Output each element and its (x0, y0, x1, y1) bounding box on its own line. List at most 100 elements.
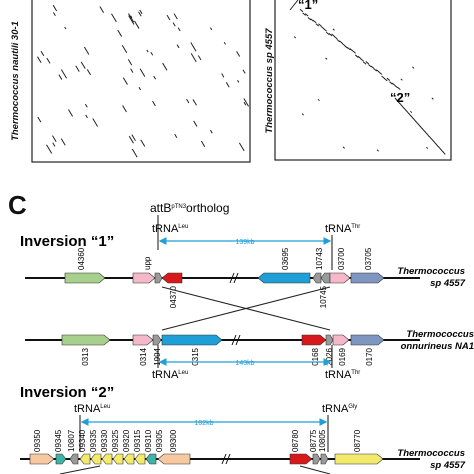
dotplot-left-segment (128, 135, 134, 144)
dotplot-left-segment (37, 116, 42, 123)
dotplot-right-diagonal-segment (399, 102, 403, 107)
gene-label-08780: 08780 (291, 429, 300, 452)
dotplot-left-segment (237, 79, 240, 83)
dotplot-right-dot (412, 66, 415, 69)
dotplot-right-diagonal-segment (373, 68, 378, 72)
dotplot-left-segment (186, 98, 190, 104)
gene-arrow-small-09320 (123, 453, 135, 465)
gene-arrow-10743 (312, 272, 322, 284)
dotplot-right-dots (289, 0, 446, 155)
dotplot-right-diagonal-segment (357, 55, 362, 60)
dotplot-left-segment (140, 139, 146, 147)
dotplot-left-segment (128, 13, 135, 23)
gene-label-09315: 09315 (133, 429, 142, 452)
inv1-top-genes: 04360 upp 04370 03695 10743 10745 03700 03705 (64, 247, 385, 308)
gene-arrow-10807 (69, 453, 79, 465)
dotplot-left-segment (46, 57, 51, 64)
gene-arrow-08770 (334, 453, 384, 465)
dotplot-left-segment (122, 105, 127, 113)
genome-break-mark (221, 453, 231, 465)
dotplot-left-segment (134, 20, 140, 29)
dotplot-left-segment (162, 62, 168, 71)
dotplot-left-segment (139, 9, 143, 15)
dotplot-left-segment (52, 4, 58, 12)
dotplot-left-segment (83, 46, 90, 55)
trna-marker (154, 272, 163, 284)
dotplot-left-svg (31, 0, 251, 163)
gene-label-2026: 2026 (325, 347, 334, 365)
inv1-span-bottom-label: 143kb (235, 360, 254, 367)
gene-label-09310: 09310 (144, 429, 153, 452)
dotplot-left-frame (31, 0, 251, 163)
dotplot-right-diagonal-segment (403, 107, 407, 112)
dotplot-left-segment (117, 29, 123, 37)
dotplot-right-diagonal-segment (386, 77, 391, 81)
gene-arrow-0313 (61, 334, 111, 346)
dotplot-right-diagonal-segment (352, 50, 356, 54)
dotplot-left-segment (99, 6, 104, 13)
gene-arrow-1994 (152, 334, 162, 346)
dotplot-left-segment (128, 15, 135, 25)
dotplot-right-diagonal-segment (370, 65, 375, 69)
gene-arrow-10745 (320, 272, 331, 284)
gene-label-04360: 04360 (77, 247, 86, 270)
gene-label-10743: 10743 (315, 247, 324, 270)
dotplot-right-diagonal-segment (360, 58, 364, 62)
gene-label-10807: 10807 (67, 429, 76, 452)
dotplot-left-segment (223, 41, 226, 45)
dotplot-left-segment (173, 13, 178, 20)
dotplot-left-segment (130, 68, 134, 73)
dotplot-left-segment (172, 22, 176, 27)
dotplot-left-segment (153, 75, 157, 80)
inv1-bottom-trna-right: tRNAThr (325, 369, 360, 381)
gene-label-09335: 09335 (89, 429, 98, 452)
inv1-trna-right-label: tRNAThr (325, 223, 360, 235)
gene-arrow-03705 (350, 272, 385, 284)
dotplot-left-segment (174, 133, 178, 139)
gene-arrow-09305 (145, 453, 157, 465)
dotplot-right-diagonal-segment (391, 82, 396, 86)
dotplot-right-diagonal-segment (442, 151, 446, 155)
inv1-span-top-label: 139kb (235, 239, 254, 246)
inv2-trna-left-label: tRNALeu (74, 403, 110, 415)
dotplot-right-diagonal-segment (318, 23, 322, 27)
dotplot-right-diagonal-segment (378, 71, 383, 75)
dotplot-left-segment (236, 51, 241, 57)
dotplot-left-segment (139, 68, 146, 77)
gene-arrow-0169 (332, 334, 350, 346)
gene-label-08770: 08770 (353, 429, 362, 452)
dotplot-right-diagonal-segment (381, 75, 385, 79)
dotplot-right-diagonal-segment (435, 143, 439, 148)
dotplot-left-segment (193, 120, 198, 127)
dotplot-left-segment (150, 51, 154, 56)
inv2-org-line1: Thermococcus (397, 448, 465, 459)
dotplot-right-dot (293, 36, 297, 39)
dotplot-left-segment (92, 118, 99, 127)
gene-arrow-2026 (325, 334, 334, 346)
dotplot-right-diagonal-segment (430, 138, 435, 143)
dotplot-right-diagonal-segment (396, 100, 401, 104)
gene-arrow-03695 (257, 272, 311, 284)
gene-label-04370: 04370 (169, 285, 178, 308)
gene-arrow-10805 (320, 453, 329, 465)
dotplot-right-dot (410, 110, 413, 114)
dotplot-right-diagonal-segment (433, 140, 437, 145)
gene-arrow-small-09340 (79, 453, 91, 465)
dotplot-right-diagonal-segment (333, 35, 338, 40)
gene-arrow-small-09315 (134, 453, 146, 465)
gene-label-0170: 0170 (365, 347, 374, 365)
gene-label-10745: 10745 (319, 285, 328, 308)
gene-arrow-09350 (29, 453, 55, 465)
gene-label-09325: 09325 (111, 429, 120, 452)
dotplot-left-segment (190, 53, 197, 63)
gene-label-09330: 09330 (100, 429, 109, 452)
dotplot-right-dot (342, 146, 345, 149)
dotplot-right-diagonal-segment (323, 28, 328, 32)
inv1-cross-line-b (161, 286, 331, 331)
genome-break-mark (231, 334, 241, 346)
gene-label-0168: 0168 (311, 347, 320, 365)
gene-label-03695: 03695 (281, 247, 290, 270)
dotplot-right-diagonal-segment (328, 32, 333, 37)
gene-label-0169: 0169 (338, 347, 347, 365)
dotplot-right-diagonal-segment (310, 18, 314, 22)
